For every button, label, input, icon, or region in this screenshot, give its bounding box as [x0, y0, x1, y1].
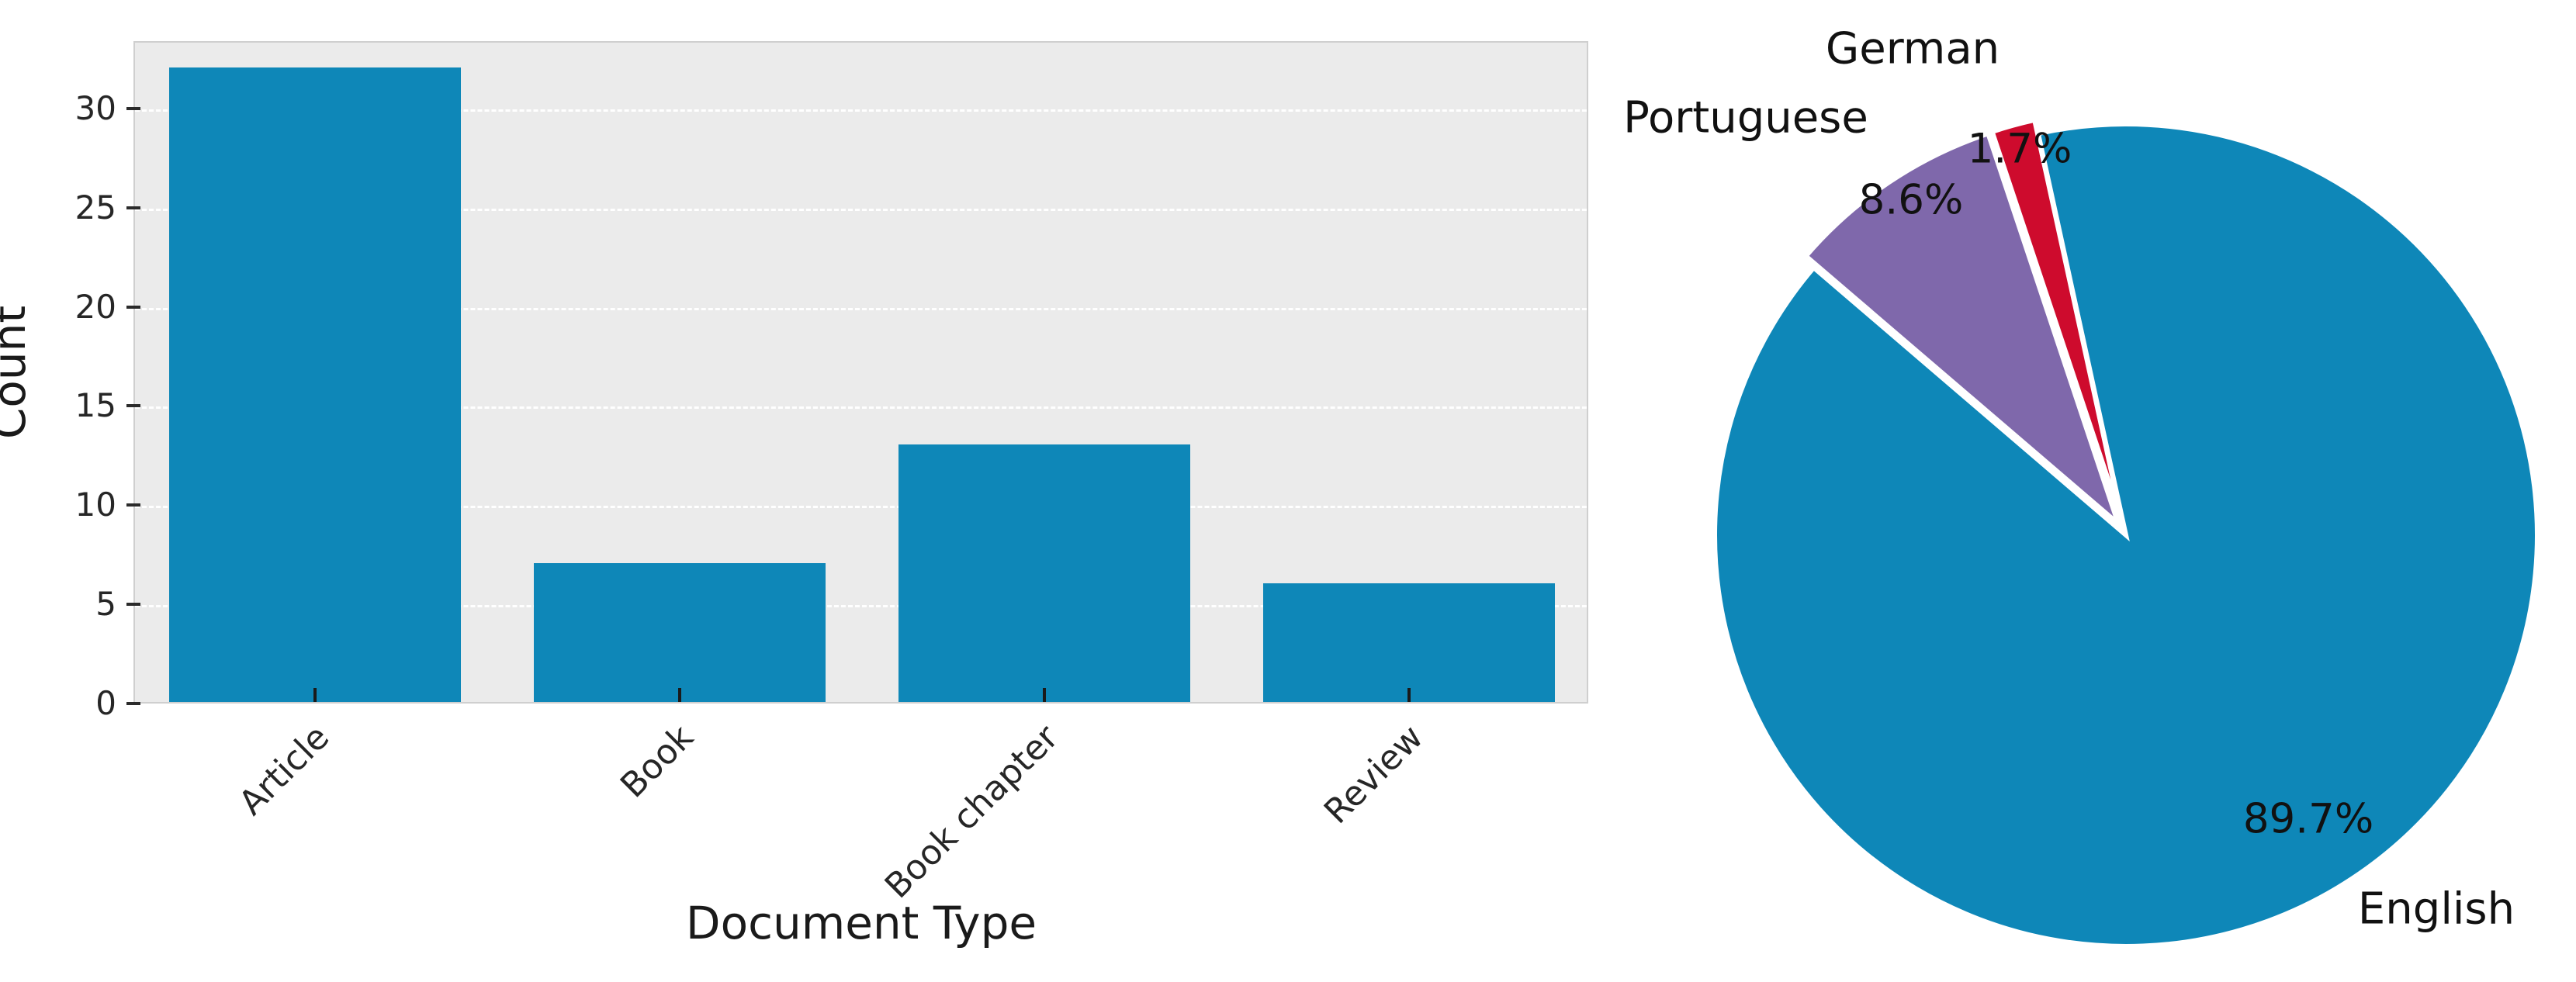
gridline: [135, 506, 1587, 509]
gridline: [135, 307, 1587, 310]
bar: [1263, 583, 1555, 702]
y-tick-label: 30: [74, 88, 116, 127]
bar-plot-area: [133, 41, 1588, 704]
gridline: [135, 406, 1587, 410]
pie-slice-german: [1989, 117, 2125, 523]
y-tick-label: 20: [74, 287, 116, 326]
y-tick-label: 15: [74, 386, 116, 425]
pie-slice-portuguese: [1802, 130, 2124, 531]
gridline: [135, 208, 1587, 211]
y-tick-mark: [126, 206, 140, 209]
x-tick-label: Book chapter: [811, 717, 1066, 906]
y-tick-mark: [126, 603, 140, 607]
pie-pct-german: 1.7%: [1967, 125, 2072, 173]
y-tick-label: 25: [74, 188, 116, 226]
x-tick-label-text: Review: [1316, 717, 1432, 832]
gridline: [135, 109, 1587, 112]
x-tick-label: Book: [588, 717, 702, 806]
y-tick-label: 10: [74, 486, 116, 524]
x-tick-mark: [313, 688, 317, 702]
x-tick-label: Article: [199, 717, 337, 823]
y-tick-label: 0: [95, 684, 116, 722]
x-tick-mark: [1043, 688, 1046, 702]
pie-pct-english: 89.7%: [2242, 795, 2374, 843]
pie-svg: [1712, 117, 2540, 949]
pie-label-portuguese: Portuguese: [1623, 92, 1868, 143]
bar: [898, 444, 1190, 702]
bar: [534, 563, 826, 702]
y-tick-mark: [126, 503, 140, 507]
bar: [169, 67, 461, 702]
y-tick-mark: [126, 106, 140, 110]
x-axis-title: Document Type: [685, 897, 1037, 949]
y-axis-title-text: Count: [0, 305, 36, 440]
x-tick-mark: [1407, 688, 1411, 702]
y-tick-mark: [126, 305, 140, 309]
gridline: [135, 605, 1587, 608]
x-tick-label: Review: [1281, 717, 1431, 832]
y-tick-mark: [126, 702, 140, 705]
x-tick-label-text: Book: [613, 717, 702, 806]
x-tick-mark: [678, 688, 681, 702]
y-tick-mark: [126, 404, 140, 408]
x-tick-label-text: Article: [231, 717, 338, 823]
y-tick-label: 5: [95, 585, 116, 624]
pie-pct-portuguese: 8.6%: [1858, 176, 1964, 224]
pie-label-german: German: [1825, 23, 2000, 74]
pie-slice-english: [1712, 122, 2540, 949]
pie-label-english: English: [2357, 883, 2515, 935]
x-tick-label-text: Book chapter: [877, 717, 1067, 907]
